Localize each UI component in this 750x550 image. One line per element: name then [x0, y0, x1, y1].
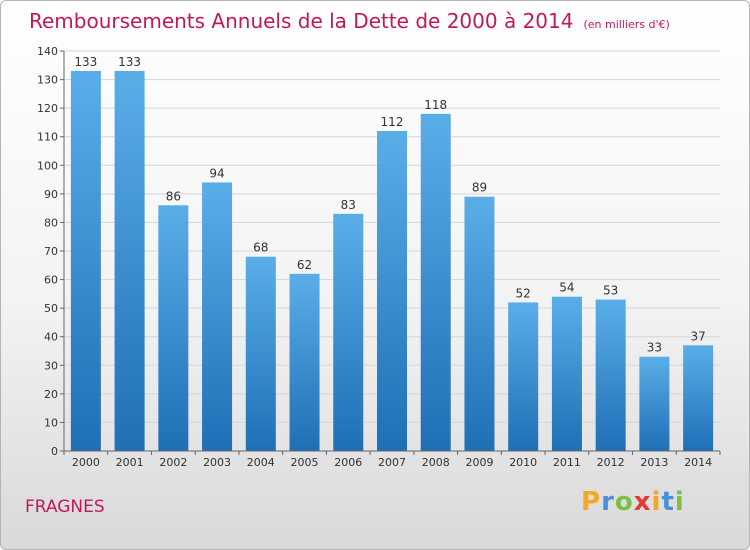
y-tick-label: 0 — [51, 445, 58, 458]
x-tick-label: 2012 — [597, 456, 625, 469]
bar-value-label: 94 — [209, 166, 224, 180]
bar — [333, 213, 364, 451]
x-tick-label: 2010 — [509, 456, 537, 469]
x-axis-ticks: 2000 2001 2002 2003 2004 2005 2006 2007 2008 2009… — [63, 451, 721, 469]
y-tick-label: 30 — [44, 359, 58, 372]
bar — [158, 205, 189, 451]
x-tick-label: 2011 — [553, 456, 581, 469]
chart-unit: (en milliers d'€) — [583, 18, 670, 31]
logo-letter: P — [581, 487, 602, 517]
y-tick-label: 140 — [37, 45, 58, 58]
bar-value-label: 33 — [647, 341, 662, 355]
chart-title-text: Remboursements Annuels de la Dette de 20… — [29, 9, 574, 33]
bar — [114, 71, 145, 451]
bar-value-label: 83 — [341, 198, 356, 212]
x-tick-label: 2007 — [378, 456, 406, 469]
bar-value-label: 54 — [559, 281, 574, 295]
y-tick-label: 90 — [44, 188, 58, 201]
logo-letter: t — [661, 487, 675, 517]
logo-letter: i — [674, 487, 685, 517]
bar-value-label: 133 — [74, 55, 97, 69]
x-tick-label: 2008 — [422, 456, 450, 469]
bar-value-label: 89 — [472, 181, 487, 195]
bar — [595, 299, 626, 451]
proxiti-logo: Proxiti — [581, 487, 685, 517]
x-tick-label: 2006 — [334, 456, 362, 469]
place-name: FRAGNES — [25, 497, 105, 517]
bar-value-label: 53 — [603, 284, 618, 298]
y-tick-label: 60 — [44, 274, 58, 287]
y-tick-label: 50 — [44, 302, 58, 315]
bar — [551, 296, 582, 451]
bar-value-label: 86 — [166, 189, 181, 203]
x-tick-label: 2003 — [203, 456, 231, 469]
bar-value-label: 37 — [690, 329, 705, 343]
x-tick-label: 2001 — [116, 456, 144, 469]
y-tick-label: 80 — [44, 216, 58, 229]
axes — [63, 51, 720, 452]
bar — [70, 71, 101, 451]
logo-letter: o — [614, 487, 634, 517]
bar-value-label: 52 — [516, 286, 531, 300]
bar — [683, 345, 714, 451]
x-tick-label: 2014 — [684, 456, 712, 469]
bar — [377, 131, 407, 451]
x-tick-label: 2013 — [640, 456, 668, 469]
bar-value-label: 133 — [118, 55, 141, 69]
bar-value-label: 68 — [253, 241, 268, 255]
bar — [464, 196, 495, 451]
bar — [289, 273, 320, 451]
logo-letter: i — [651, 487, 662, 517]
y-tick-label: 110 — [37, 131, 58, 144]
bar — [639, 356, 670, 451]
bar — [508, 302, 539, 451]
bar-value-label: 112 — [381, 115, 404, 129]
bar — [420, 113, 451, 451]
y-tick-label: 100 — [37, 159, 58, 172]
x-tick-label: 2002 — [159, 456, 187, 469]
y-tick-label: 70 — [44, 245, 58, 258]
x-tick-label: 2009 — [465, 456, 493, 469]
x-tick-label: 2000 — [72, 456, 100, 469]
bar-value-label: 118 — [424, 98, 447, 112]
bar — [202, 182, 233, 451]
x-tick-label: 2005 — [291, 456, 319, 469]
logo-letter: x — [633, 487, 652, 517]
logo-letter: r — [601, 487, 615, 517]
bar — [245, 256, 276, 451]
y-tick-label: 120 — [37, 102, 58, 115]
chart-title: Remboursements Annuels de la Dette de 20… — [29, 9, 670, 33]
x-tick-label: 2004 — [247, 456, 275, 469]
y-tick-label: 10 — [44, 416, 58, 429]
y-tick-label: 40 — [44, 331, 58, 344]
y-axis-ticks: 0 10 20 30 40 50 60 70 80 90 100 110 120 130 140 — [37, 45, 64, 458]
bar-value-label: 62 — [297, 258, 312, 272]
y-tick-label: 130 — [37, 74, 58, 87]
y-tick-label: 20 — [44, 388, 58, 401]
bars: 133 133 86 94 68 62 83 112 118 89 52 54 53 33 37 — [70, 55, 714, 451]
